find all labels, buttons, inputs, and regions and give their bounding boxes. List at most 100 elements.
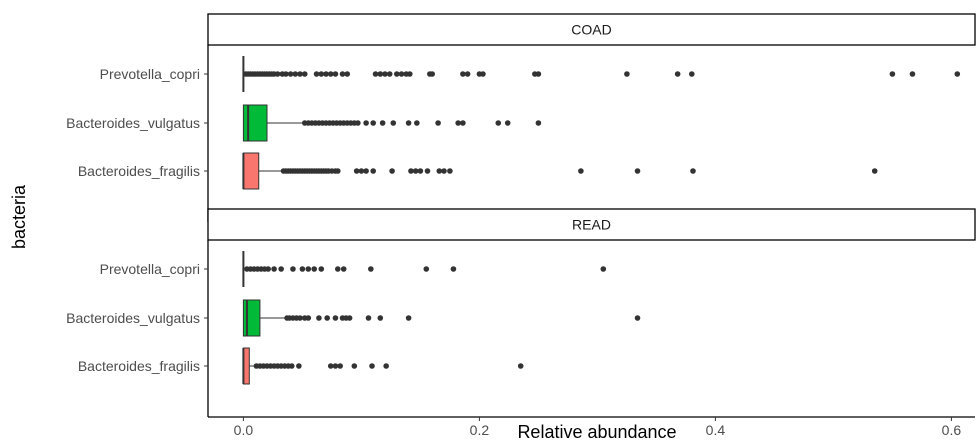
- outlier-point: [495, 120, 502, 126]
- outlier-point: [455, 120, 461, 126]
- facet-strip: [207, 208, 976, 241]
- outlier-point: [517, 363, 524, 369]
- outlier-point: [634, 315, 641, 321]
- outlier-point: [909, 71, 916, 77]
- plot-layer: COAD Prevotella_copri Bacteroides_vulgatus…: [66, 13, 976, 438]
- outlier-point: [288, 363, 295, 369]
- outlier-point: [369, 363, 375, 369]
- y-tick-label: Bacteroides_fragilis: [78, 358, 200, 374]
- outlier-point: [578, 168, 584, 174]
- outlier-point: [405, 315, 412, 321]
- outlier-point: [283, 71, 289, 77]
- outlier-point: [271, 266, 277, 272]
- y-axis-title: bacteria: [9, 184, 29, 249]
- outlier-point: [674, 71, 681, 77]
- outlier-point: [324, 315, 330, 321]
- facet-strip: [207, 13, 976, 46]
- outlier-point: [335, 266, 341, 272]
- y-tick-label: Prevotella_copri: [100, 66, 200, 82]
- outlier-point: [871, 168, 878, 174]
- outlier-point: [305, 266, 312, 272]
- outlier-point: [412, 168, 419, 174]
- outlier-point: [429, 71, 436, 77]
- outlier-point: [406, 71, 413, 77]
- outlier-point: [337, 363, 343, 369]
- outlier-point: [313, 71, 320, 77]
- outlier-point: [299, 266, 306, 272]
- outlier-point: [389, 168, 395, 174]
- box-bacteroides-vulgatus: Bacteroides_vulgatus: [66, 299, 641, 337]
- outlier-point: [278, 266, 284, 272]
- outlier-point: [383, 363, 389, 369]
- box-body: [242, 299, 261, 337]
- outlier-point: [355, 120, 361, 126]
- outlier-point: [377, 315, 384, 321]
- outlier-point: [287, 71, 294, 77]
- outlier-point: [634, 168, 641, 174]
- outlier-point: [363, 120, 369, 126]
- outlier-point: [323, 71, 329, 77]
- box-bacteroides-fragilis: Bacteroides_fragilis: [78, 347, 524, 385]
- y-tick-label: Bacteroides_vulgatus: [66, 115, 200, 131]
- outlier-point: [297, 315, 303, 321]
- outlier-point: [382, 71, 388, 77]
- outlier-point: [363, 168, 369, 174]
- outlier-point: [274, 71, 281, 77]
- outlier-point: [339, 71, 346, 77]
- outlier-point: [292, 71, 299, 77]
- box-prevotella-copri: Prevotella_copri: [100, 251, 607, 287]
- outlier-point: [398, 71, 405, 77]
- outlier-point: [372, 71, 379, 77]
- box-body: [242, 152, 260, 190]
- outlier-point: [414, 120, 420, 126]
- outlier-point: [297, 71, 303, 77]
- outlier-point: [690, 168, 696, 174]
- y-tick-label: Prevotella_copri: [100, 261, 200, 277]
- outlier-point: [460, 71, 466, 77]
- outlier-point: [441, 168, 447, 174]
- box-prevotella-copri: Prevotella_copri: [100, 56, 961, 92]
- outlier-point: [535, 71, 542, 77]
- outlier-point: [504, 120, 511, 126]
- y-tick-label: Bacteroides_vulgatus: [66, 310, 200, 326]
- x-tick-label: 0.6: [942, 422, 962, 438]
- outlier-point: [316, 315, 322, 321]
- outlier-point: [408, 168, 414, 174]
- outlier-point: [332, 363, 339, 369]
- outlier-point: [436, 168, 443, 174]
- outlier-point: [370, 168, 377, 174]
- outlier-point: [377, 71, 384, 77]
- facet-strip-label: COAD: [571, 22, 611, 38]
- outlier-point: [353, 168, 360, 174]
- outlier-point: [424, 168, 431, 174]
- outlier-point: [265, 266, 271, 272]
- box-bacteroides-vulgatus: Bacteroides_vulgatus: [66, 104, 542, 142]
- outlier-point: [358, 168, 365, 174]
- outlier-point: [351, 363, 358, 369]
- outlier-point: [344, 71, 351, 77]
- outlier-point: [305, 315, 312, 321]
- outlier-point: [423, 266, 430, 272]
- box-body: [242, 104, 268, 142]
- facet-strip-label: READ: [572, 217, 611, 233]
- outlier-point: [327, 71, 334, 77]
- outlier-point: [954, 71, 961, 77]
- outlier-point: [435, 120, 441, 126]
- outlier-point: [600, 266, 607, 272]
- outlier-point: [296, 363, 302, 369]
- outlier-point: [394, 71, 400, 77]
- outlier-point: [368, 266, 374, 272]
- outlier-point: [624, 71, 630, 77]
- outlier-point: [460, 120, 466, 126]
- outlier-point: [689, 71, 695, 77]
- outlier-point: [290, 266, 296, 272]
- outlier-point: [480, 71, 486, 77]
- outlier-point: [379, 120, 386, 126]
- outlier-point: [365, 315, 372, 321]
- outlier-point: [417, 168, 424, 174]
- outlier-point: [390, 120, 397, 126]
- outlier-point: [889, 71, 896, 77]
- x-tick-label: 0.0: [234, 422, 254, 438]
- y-tick-label: Bacteroides_fragilis: [78, 163, 200, 179]
